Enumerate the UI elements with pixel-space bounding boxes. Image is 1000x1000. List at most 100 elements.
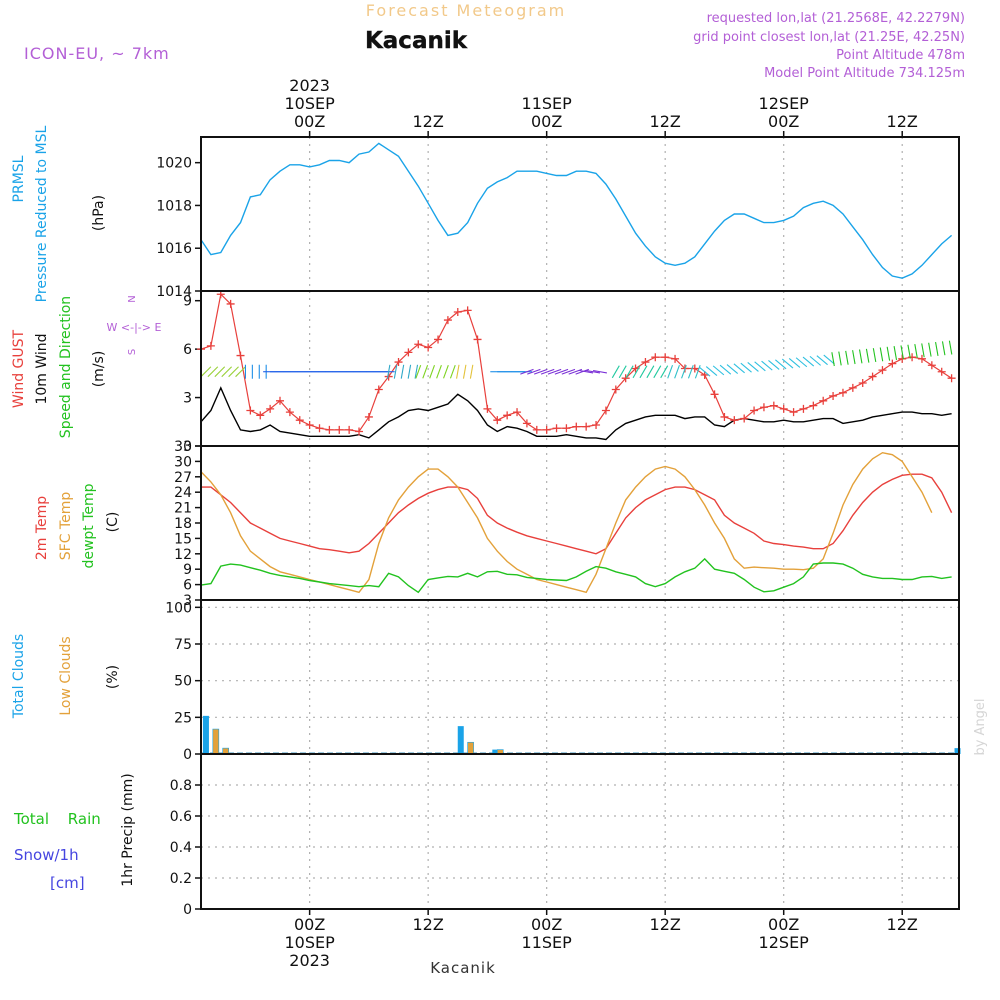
gust-marker bbox=[305, 421, 314, 430]
wind-direction-arrow bbox=[456, 364, 460, 379]
gust-marker bbox=[947, 374, 956, 383]
wind-direction-arrow bbox=[221, 366, 233, 378]
sfc-temp-label: SFC Temp bbox=[58, 492, 74, 561]
wind-direction-arrow bbox=[681, 364, 687, 379]
wind-direction-arrow bbox=[893, 346, 898, 361]
wind-direction-arrow bbox=[449, 364, 456, 379]
speed-direction-label: Speed and Direction bbox=[58, 296, 74, 438]
gust-marker bbox=[641, 358, 650, 367]
wind-direction-arrow bbox=[809, 355, 822, 366]
wind-direction-arrow bbox=[547, 368, 562, 375]
wind-ytick-label: 9 bbox=[183, 294, 192, 310]
wind-direction-arrow bbox=[886, 346, 891, 361]
wind-direction-arrow bbox=[865, 348, 870, 363]
wind-direction-arrow bbox=[625, 365, 634, 379]
wind-direction-arrow bbox=[520, 368, 534, 375]
wind-direction-arrow bbox=[414, 364, 419, 379]
wind-direction-arrow bbox=[948, 340, 953, 355]
temperature-ytick-label: 30 bbox=[174, 454, 192, 470]
wind-speed-line bbox=[200, 386, 952, 441]
temperature-ytick-label: 33 bbox=[174, 439, 192, 455]
wind-direction-arrow bbox=[719, 364, 732, 375]
wind-direction-arrow bbox=[415, 364, 422, 379]
gust-marker bbox=[621, 374, 630, 383]
gust-marker bbox=[552, 424, 561, 433]
total-cloud-bar bbox=[492, 749, 499, 754]
time-label: 12Z bbox=[412, 915, 443, 934]
pressure-unit-label: (hPa) bbox=[91, 195, 107, 231]
wind-direction-arrow bbox=[941, 341, 946, 356]
time-label: 12Z bbox=[650, 915, 681, 934]
clouds-ytick-label: 50 bbox=[174, 674, 192, 690]
wind-direction-arrow bbox=[712, 365, 725, 376]
prmsl-label: PRMSL bbox=[11, 155, 27, 202]
precip-unit-label: 1hr Precip (mm) bbox=[120, 773, 136, 886]
dewpt-temp-label: dewpt Temp bbox=[81, 483, 97, 568]
time-label: 12Z bbox=[887, 112, 918, 131]
gust-marker bbox=[572, 422, 581, 431]
time-label: 10SEP bbox=[284, 933, 335, 952]
temperature-ytick-label: 18 bbox=[174, 516, 192, 532]
gust-marker bbox=[503, 411, 512, 420]
wind-10m-label: 10m Wind bbox=[34, 333, 50, 404]
gust-marker bbox=[394, 358, 403, 367]
wind-direction-arrow bbox=[935, 341, 939, 356]
clouds-ytick-label: 0 bbox=[183, 747, 192, 763]
time-label: 12Z bbox=[887, 915, 918, 934]
gust-marker bbox=[740, 414, 749, 423]
requested-coordinates: requested lon,lat (21.2568E, 42.2279N) bbox=[707, 11, 965, 26]
temp-panel-labels: 2m Temp SFC Temp dewpt Temp (C) bbox=[34, 483, 121, 568]
time-label: 2023 bbox=[289, 76, 330, 95]
gust-marker bbox=[601, 406, 610, 415]
wind-direction-arrow bbox=[831, 352, 835, 367]
wind-direction-arrow bbox=[921, 343, 925, 358]
wind-direction-arrow bbox=[914, 344, 918, 358]
gust-marker bbox=[937, 367, 946, 376]
wind-direction-arrow bbox=[540, 368, 555, 375]
wind-unit-label: (m/s) bbox=[91, 351, 107, 388]
snow-label: Snow/1h bbox=[14, 846, 79, 864]
pressure-panel: 1014 1016 1018 1020 bbox=[156, 136, 960, 300]
wind-direction-arrow bbox=[469, 364, 474, 379]
low-cloud-bar bbox=[212, 728, 220, 755]
wind-direction-arrow bbox=[443, 364, 449, 379]
credit-watermark: by Angel bbox=[973, 698, 988, 755]
precip-ytick-label: 0.8 bbox=[170, 778, 192, 794]
temperature-ytick-label: 24 bbox=[174, 485, 192, 501]
wind-ytick-label: 6 bbox=[183, 342, 192, 358]
gust-marker bbox=[562, 424, 571, 433]
wind-direction-arrow bbox=[698, 366, 711, 377]
wind-direction-arrow bbox=[235, 366, 246, 378]
precip-ytick-label: 0.6 bbox=[170, 809, 192, 825]
gust-marker bbox=[868, 372, 877, 381]
gust-marker bbox=[651, 353, 660, 362]
gust-marker bbox=[858, 379, 867, 388]
wind-direction-arrow bbox=[907, 344, 911, 359]
gust-marker bbox=[532, 425, 541, 434]
pressure-ytick-label: 1014 bbox=[156, 284, 192, 300]
wind-direction-arrow bbox=[618, 365, 627, 379]
wind-direction-arrow bbox=[554, 368, 569, 375]
pressure-ytick-label: 1016 bbox=[156, 241, 192, 257]
total-rain-label: Total Rain bbox=[13, 810, 101, 828]
wind-direction-arrow bbox=[733, 363, 745, 374]
time-label: 10SEP bbox=[284, 94, 335, 113]
gust-marker bbox=[513, 408, 522, 417]
gust-marker bbox=[927, 361, 936, 370]
precip-ytick-label: 0.4 bbox=[170, 840, 192, 856]
temperature-ytick-label: 3 bbox=[183, 593, 192, 609]
temp-unit-label: (C) bbox=[105, 512, 121, 533]
footer-location: Kacanik bbox=[430, 959, 496, 977]
wind-direction-arrow bbox=[561, 368, 576, 375]
model-label: ICON-EU, ~ 7km bbox=[24, 44, 170, 63]
wind-direction-arrow bbox=[928, 342, 932, 357]
gust-marker bbox=[522, 419, 531, 428]
temperature-ytick-label: 21 bbox=[174, 501, 192, 517]
gust-marker bbox=[493, 416, 502, 425]
gust-marker bbox=[710, 390, 719, 399]
gust-marker bbox=[483, 404, 492, 413]
gust-marker bbox=[789, 408, 798, 417]
